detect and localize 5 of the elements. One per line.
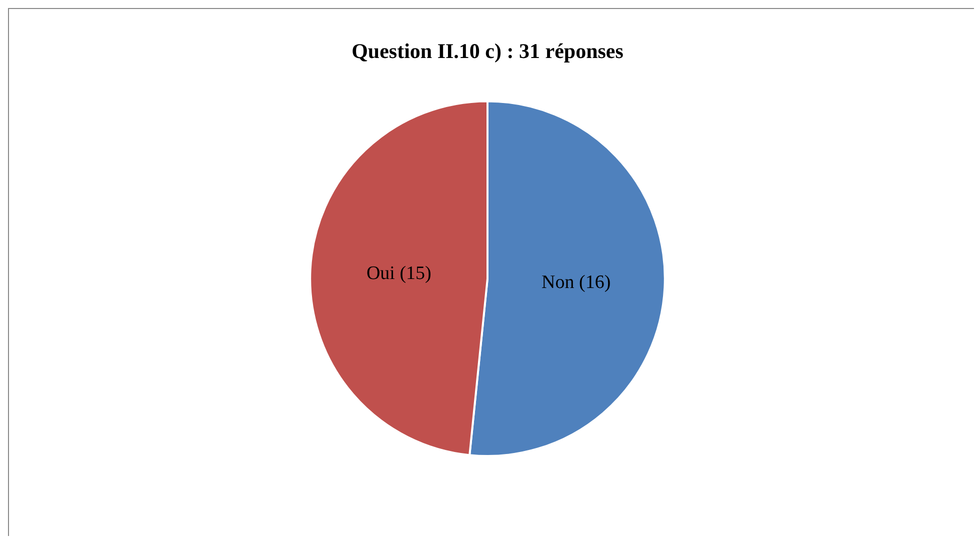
- slice-label: Oui: [366, 263, 395, 284]
- chart-title: Question II.10 c) : 31 réponses: [352, 39, 624, 64]
- data-label: (16): [578, 272, 611, 294]
- data-label: (15): [400, 263, 432, 284]
- slice-label: Non: [542, 272, 575, 294]
